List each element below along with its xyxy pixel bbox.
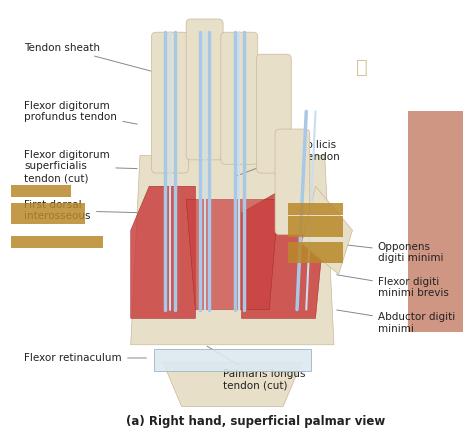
Polygon shape bbox=[131, 155, 334, 345]
FancyBboxPatch shape bbox=[288, 202, 343, 215]
Polygon shape bbox=[154, 349, 311, 371]
Polygon shape bbox=[186, 199, 279, 310]
Text: ✋: ✋ bbox=[356, 58, 367, 77]
Text: Flexor digitorum
profundus tendon: Flexor digitorum profundus tendon bbox=[25, 101, 137, 124]
Text: Opponens
digiti minimi: Opponens digiti minimi bbox=[337, 241, 443, 263]
Polygon shape bbox=[163, 362, 301, 406]
Text: (a) Right hand, superficial palmar view: (a) Right hand, superficial palmar view bbox=[126, 416, 385, 428]
Text: Flexor digitorum
superficialis
tendon (cut): Flexor digitorum superficialis tendon (c… bbox=[25, 150, 137, 183]
Text: Flexor retinaculum: Flexor retinaculum bbox=[25, 353, 146, 363]
Polygon shape bbox=[408, 112, 463, 331]
FancyBboxPatch shape bbox=[275, 129, 310, 235]
FancyBboxPatch shape bbox=[221, 32, 258, 164]
Text: Flexor digiti
minimi brevis: Flexor digiti minimi brevis bbox=[337, 275, 449, 298]
FancyBboxPatch shape bbox=[288, 216, 343, 237]
FancyBboxPatch shape bbox=[10, 236, 103, 248]
FancyBboxPatch shape bbox=[10, 202, 84, 224]
Text: Palmaris longus
tendon (cut): Palmaris longus tendon (cut) bbox=[207, 346, 306, 391]
Polygon shape bbox=[242, 187, 325, 319]
Text: Flexor pollicis
longus tendon: Flexor pollicis longus tendon bbox=[235, 140, 339, 176]
FancyBboxPatch shape bbox=[10, 185, 71, 197]
FancyBboxPatch shape bbox=[186, 19, 223, 160]
Polygon shape bbox=[131, 187, 195, 319]
Text: First dorsal
interosseous: First dorsal interosseous bbox=[25, 200, 137, 222]
FancyBboxPatch shape bbox=[256, 54, 291, 173]
FancyBboxPatch shape bbox=[152, 32, 189, 173]
Text: Tendon sheath: Tendon sheath bbox=[25, 43, 151, 71]
Polygon shape bbox=[301, 187, 353, 274]
FancyBboxPatch shape bbox=[288, 242, 343, 263]
Text: Abductor digiti
minimi: Abductor digiti minimi bbox=[337, 310, 455, 334]
